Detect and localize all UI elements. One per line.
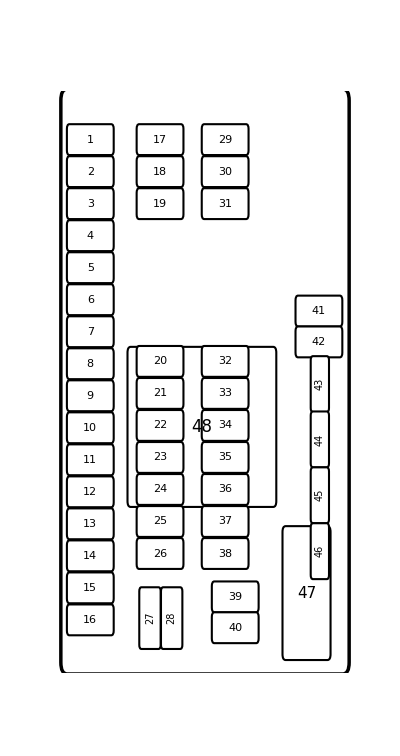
- FancyBboxPatch shape: [202, 124, 248, 155]
- FancyBboxPatch shape: [67, 156, 114, 187]
- FancyBboxPatch shape: [202, 188, 248, 219]
- FancyBboxPatch shape: [67, 253, 114, 283]
- FancyBboxPatch shape: [67, 445, 114, 476]
- FancyBboxPatch shape: [137, 410, 184, 441]
- Text: 14: 14: [83, 551, 97, 561]
- FancyBboxPatch shape: [202, 474, 248, 505]
- Text: 39: 39: [228, 592, 242, 602]
- Text: 22: 22: [153, 420, 167, 430]
- FancyBboxPatch shape: [139, 587, 161, 649]
- Text: 19: 19: [153, 199, 167, 209]
- Text: 30: 30: [218, 166, 232, 177]
- FancyBboxPatch shape: [202, 156, 248, 187]
- FancyBboxPatch shape: [67, 572, 114, 603]
- FancyBboxPatch shape: [311, 467, 329, 523]
- Text: 35: 35: [218, 452, 232, 463]
- FancyBboxPatch shape: [137, 538, 184, 569]
- Text: 45: 45: [315, 489, 325, 501]
- FancyBboxPatch shape: [67, 605, 114, 635]
- FancyBboxPatch shape: [311, 356, 329, 412]
- FancyBboxPatch shape: [137, 506, 184, 537]
- FancyBboxPatch shape: [67, 349, 114, 380]
- Text: 40: 40: [228, 623, 242, 633]
- Text: 15: 15: [83, 583, 97, 593]
- FancyBboxPatch shape: [67, 380, 114, 411]
- Text: 20: 20: [153, 356, 167, 367]
- Text: 42: 42: [312, 337, 326, 347]
- Text: 43: 43: [315, 378, 325, 390]
- Text: 10: 10: [83, 423, 97, 432]
- FancyBboxPatch shape: [137, 156, 184, 187]
- Text: 47: 47: [297, 586, 316, 600]
- Text: 48: 48: [192, 418, 212, 436]
- Text: 33: 33: [218, 389, 232, 398]
- Text: 32: 32: [218, 356, 232, 367]
- FancyBboxPatch shape: [67, 124, 114, 155]
- Text: 41: 41: [312, 306, 326, 316]
- Text: 7: 7: [87, 327, 94, 336]
- FancyBboxPatch shape: [296, 296, 342, 327]
- FancyBboxPatch shape: [137, 474, 184, 505]
- FancyBboxPatch shape: [67, 220, 114, 251]
- FancyBboxPatch shape: [128, 347, 276, 507]
- FancyBboxPatch shape: [202, 506, 248, 537]
- Text: 24: 24: [153, 485, 167, 494]
- FancyBboxPatch shape: [202, 538, 248, 569]
- FancyBboxPatch shape: [137, 346, 184, 376]
- FancyBboxPatch shape: [67, 476, 114, 507]
- FancyBboxPatch shape: [137, 442, 184, 473]
- Text: 27: 27: [145, 612, 155, 624]
- FancyBboxPatch shape: [212, 612, 259, 643]
- Text: 18: 18: [153, 166, 167, 177]
- FancyBboxPatch shape: [67, 284, 114, 315]
- Text: 4: 4: [87, 231, 94, 240]
- FancyBboxPatch shape: [137, 188, 184, 219]
- Text: 11: 11: [83, 455, 97, 465]
- FancyBboxPatch shape: [296, 327, 342, 358]
- FancyBboxPatch shape: [311, 411, 329, 467]
- Text: 36: 36: [218, 485, 232, 494]
- Text: 3: 3: [87, 199, 94, 209]
- Text: 31: 31: [218, 199, 232, 209]
- Text: 2: 2: [87, 166, 94, 177]
- FancyBboxPatch shape: [67, 188, 114, 219]
- Text: 21: 21: [153, 389, 167, 398]
- Text: 5: 5: [87, 262, 94, 273]
- Text: 38: 38: [218, 549, 232, 559]
- FancyBboxPatch shape: [202, 346, 248, 376]
- FancyBboxPatch shape: [137, 124, 184, 155]
- Text: 8: 8: [87, 359, 94, 369]
- Text: 6: 6: [87, 295, 94, 305]
- Text: 25: 25: [153, 516, 167, 526]
- FancyBboxPatch shape: [161, 587, 182, 649]
- Text: 34: 34: [218, 420, 232, 430]
- Text: 9: 9: [87, 391, 94, 401]
- FancyBboxPatch shape: [67, 316, 114, 347]
- FancyBboxPatch shape: [311, 523, 329, 579]
- Text: 29: 29: [218, 135, 232, 144]
- FancyBboxPatch shape: [61, 89, 349, 674]
- FancyBboxPatch shape: [202, 378, 248, 409]
- FancyBboxPatch shape: [137, 378, 184, 409]
- Text: 26: 26: [153, 549, 167, 559]
- Text: 16: 16: [83, 615, 97, 625]
- Text: 1: 1: [87, 135, 94, 144]
- Text: 17: 17: [153, 135, 167, 144]
- Text: 44: 44: [315, 433, 325, 445]
- FancyBboxPatch shape: [67, 508, 114, 539]
- FancyBboxPatch shape: [67, 541, 114, 572]
- FancyBboxPatch shape: [212, 581, 259, 612]
- Text: 23: 23: [153, 452, 167, 463]
- Text: 37: 37: [218, 516, 232, 526]
- Text: 28: 28: [167, 612, 177, 624]
- FancyBboxPatch shape: [202, 442, 248, 473]
- Text: 13: 13: [83, 519, 97, 528]
- FancyBboxPatch shape: [202, 410, 248, 441]
- FancyBboxPatch shape: [67, 412, 114, 443]
- FancyBboxPatch shape: [282, 526, 330, 660]
- Text: 46: 46: [315, 545, 325, 557]
- Text: 12: 12: [83, 487, 97, 497]
